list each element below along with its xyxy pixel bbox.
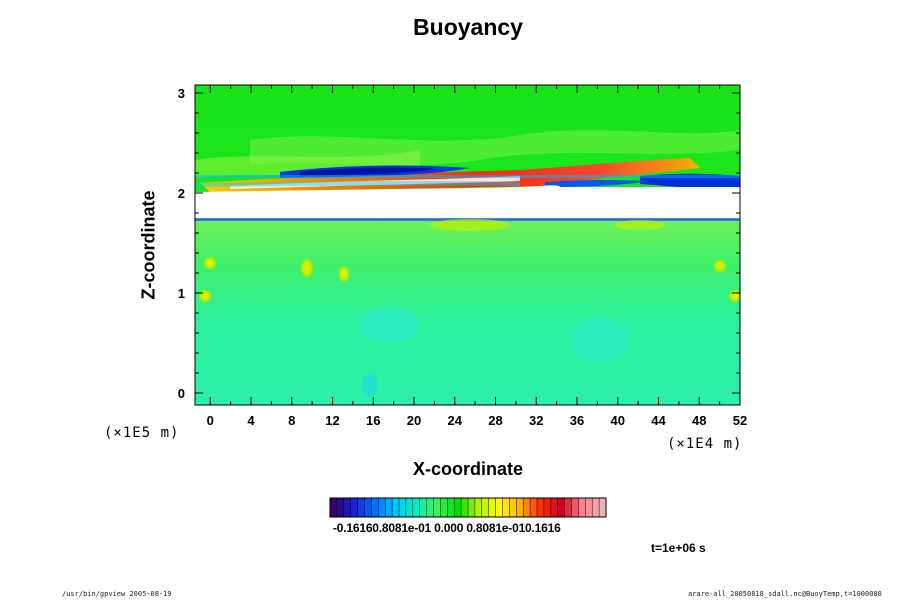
colorbar-swatch bbox=[557, 498, 565, 517]
y-axis-unit: (×1E5 m) bbox=[104, 425, 180, 441]
colorbar-swatch bbox=[592, 498, 600, 517]
x-axis-label: X-coordinate bbox=[412, 459, 523, 479]
y-tick-label: 1 bbox=[178, 286, 185, 301]
colorbar-swatch bbox=[419, 498, 427, 517]
time-label: t=1e+06 s bbox=[651, 541, 706, 555]
colorbar-swatch bbox=[426, 498, 434, 517]
colorbar-swatch bbox=[440, 498, 448, 517]
colorbar-swatch bbox=[585, 498, 593, 517]
footer-left: /usr/bin/gpview 2005-08-19 bbox=[62, 590, 172, 598]
colorbar-swatch bbox=[509, 498, 517, 517]
colorbar-swatch bbox=[412, 498, 420, 517]
x-tick-label: 32 bbox=[529, 413, 543, 428]
x-tick-label: 16 bbox=[366, 413, 380, 428]
footer-right: arare-all_20050818_sdall.nc@BuoyTemp,t=1… bbox=[688, 590, 882, 598]
y-tick-label: 2 bbox=[178, 186, 185, 201]
y-tick-label: 0 bbox=[178, 386, 185, 401]
colorbar-swatch bbox=[550, 498, 558, 517]
axis-ticks bbox=[195, 85, 741, 405]
colorbar-swatch bbox=[378, 498, 386, 517]
colorbar-swatch bbox=[385, 498, 393, 517]
x-tick-label: 4 bbox=[247, 413, 255, 428]
x-tick-label: 0 bbox=[207, 413, 214, 428]
colorbar-swatch bbox=[364, 498, 372, 517]
x-tick-label: 36 bbox=[570, 413, 584, 428]
colorbar-tick-labels: -0.16160.8081e-01 0.000 0.8081e-010.1616 bbox=[333, 521, 561, 535]
colorbar-swatch bbox=[343, 498, 351, 517]
colorbar-swatch bbox=[599, 498, 607, 517]
x-axis-unit: (×1E4 m) bbox=[667, 436, 743, 452]
x-tick-label: 40 bbox=[611, 413, 625, 428]
x-tick-label: 24 bbox=[448, 413, 463, 428]
colorbar-frame bbox=[329, 497, 607, 518]
colorbar-swatch bbox=[357, 498, 365, 517]
colorbar-swatch bbox=[537, 498, 545, 517]
x-tick-label: 12 bbox=[325, 413, 339, 428]
colorbar-swatch bbox=[330, 498, 338, 517]
colorbar-swatch bbox=[523, 498, 531, 517]
colorbar-swatch bbox=[392, 498, 400, 517]
colorbar-swatch bbox=[530, 498, 538, 517]
x-tick-label: 52 bbox=[733, 413, 747, 428]
colorbar-swatch bbox=[468, 498, 476, 517]
colorbar-swatch bbox=[571, 498, 579, 517]
chart-title: Buoyancy bbox=[413, 14, 523, 40]
colorbar-swatch bbox=[405, 498, 414, 517]
colorbar-swatch bbox=[454, 498, 462, 517]
colorbar-swatch bbox=[461, 498, 469, 517]
colorbar-swatch bbox=[578, 498, 586, 517]
x-tick-label: 8 bbox=[288, 413, 295, 428]
plot-frame bbox=[194, 84, 741, 406]
x-tick-label: 28 bbox=[488, 413, 502, 428]
colorbar-swatch bbox=[447, 498, 455, 517]
x-tick-label: 44 bbox=[651, 413, 666, 428]
colorbar-swatch bbox=[399, 498, 407, 517]
colorbar-swatch bbox=[350, 498, 358, 517]
colorbar-swatch bbox=[516, 498, 524, 517]
heatmap-field bbox=[195, 85, 740, 405]
colorbar-swatch bbox=[495, 498, 503, 517]
colorbar-swatch bbox=[371, 498, 379, 517]
x-tick-label: 48 bbox=[692, 413, 706, 428]
colorbar-swatch bbox=[543, 498, 552, 517]
colorbar-swatch bbox=[474, 498, 483, 517]
y-axis-label: Z-coordinate bbox=[138, 190, 159, 300]
y-tick-label: 3 bbox=[178, 86, 185, 101]
colorbar-swatch bbox=[502, 498, 510, 517]
colorbar-swatch bbox=[488, 498, 496, 517]
colorbar-swatch bbox=[336, 498, 345, 517]
colorbar-swatch bbox=[481, 498, 489, 517]
colorbar-swatch bbox=[564, 498, 572, 517]
colorbar bbox=[329, 497, 607, 518]
x-tick-label: 20 bbox=[407, 413, 421, 428]
colorbar-swatch bbox=[433, 498, 441, 517]
